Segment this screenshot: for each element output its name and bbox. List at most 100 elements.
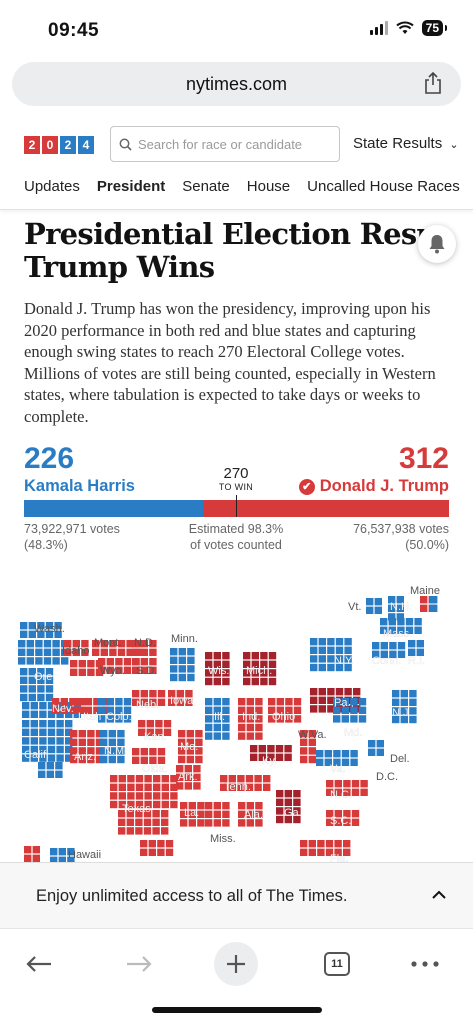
article-summary: Donald J. Trump has won the presidency, … xyxy=(24,299,436,426)
ev-tile-ohio xyxy=(268,715,276,723)
tab-uncalled-house-races[interactable]: Uncalled House Races xyxy=(307,178,460,195)
ev-tile-ohio xyxy=(268,698,276,706)
ev-tile-texas xyxy=(135,792,144,800)
ev-tile-kan xyxy=(155,728,163,736)
new-tab-button[interactable] xyxy=(214,942,258,986)
ev-tile-ak xyxy=(32,854,40,862)
ev-tile-ny xyxy=(327,663,335,672)
chevron-down-icon: ⌄ xyxy=(449,139,459,151)
ev-tile-nev-n xyxy=(20,693,28,702)
ev-tile-wva xyxy=(300,755,308,764)
electoral-tile-map[interactable]: Maine Vt. N.H. Wash. Minn. Mont. N.D. Mass. Idah… xyxy=(0,580,473,865)
ev-tile-texas xyxy=(144,783,152,791)
race-search-box[interactable] xyxy=(110,126,340,162)
ev-tile-nc xyxy=(334,780,342,788)
ev-tile-miss xyxy=(222,802,230,810)
ev-tile-conn xyxy=(389,650,397,658)
ev-tile-pa xyxy=(318,705,326,713)
ev-tile-ny xyxy=(344,638,352,646)
address-bar[interactable]: nytimes.com xyxy=(12,62,461,106)
tab-senate[interactable]: Senate xyxy=(182,178,230,195)
ev-tile-nj xyxy=(400,690,408,698)
ev-tile-mo xyxy=(178,738,186,746)
ev-tile-ny xyxy=(318,646,326,654)
ev-tile-idaho xyxy=(72,640,80,648)
ev-tile-mass xyxy=(397,618,405,626)
ev-tile-idaho xyxy=(64,640,72,648)
ev-tile-ak xyxy=(24,854,32,862)
ev-tile-fla xyxy=(300,848,308,856)
share-icon[interactable] xyxy=(423,72,443,94)
ev-tile-okla xyxy=(132,748,140,756)
ev-tile-sc xyxy=(334,810,342,818)
ev-tile-nd xyxy=(149,648,157,656)
ev-tile-nev xyxy=(69,698,77,706)
ev-tile-texas xyxy=(153,783,161,791)
ev-tile-ind xyxy=(246,698,254,706)
ev-tile-ohio xyxy=(293,706,302,714)
map-label: Calif. xyxy=(24,749,49,761)
election-2024-logo[interactable]: 2 0 2 4 xyxy=(24,136,94,154)
nyt-election-header: 2 0 2 4 State Results ⌄ Updates Presiden… xyxy=(0,118,473,210)
tab-house[interactable]: House xyxy=(246,178,291,195)
ev-tile-nc xyxy=(343,780,351,788)
race-search-input[interactable] xyxy=(138,136,328,152)
ev-tile-mont xyxy=(109,640,117,648)
ev-tile-wyo xyxy=(106,658,114,666)
ev-tile-nd xyxy=(140,640,148,648)
chevron-up-icon[interactable] xyxy=(431,887,447,903)
ev-tile-ala xyxy=(238,819,246,827)
ev-tile-mo xyxy=(195,747,203,755)
ev-tile-nc xyxy=(343,788,351,796)
ev-tile-calif-n xyxy=(39,710,47,718)
ev-tile-tenn xyxy=(228,783,236,791)
ev-tile-wis xyxy=(205,660,213,668)
ev-tile-colo xyxy=(98,715,106,723)
ev-tile-texas xyxy=(170,783,178,791)
ev-tile-ga xyxy=(284,798,292,806)
ev-tile-ark xyxy=(176,765,184,773)
ev-tile-mich xyxy=(251,660,259,668)
ev-tile-ark xyxy=(176,773,184,781)
map-label: R.I. xyxy=(408,655,425,667)
ev-tile-ala xyxy=(246,819,254,827)
majority-line xyxy=(236,495,237,517)
back-button[interactable] xyxy=(22,943,56,985)
ev-tile-hawaii xyxy=(50,848,58,856)
map-label: Pa. xyxy=(334,697,351,709)
url-text[interactable]: nytimes.com xyxy=(185,74,288,94)
ev-tile-ga xyxy=(293,790,301,798)
ev-tile-minn xyxy=(187,648,195,656)
ev-tile-wis xyxy=(213,652,221,660)
state-results-dropdown[interactable]: State Results ⌄ xyxy=(353,135,459,152)
forward-button[interactable] xyxy=(122,943,156,985)
ev-tile-idaho-s xyxy=(87,660,95,668)
ev-tile-ky xyxy=(267,745,275,753)
map-label: S.D. xyxy=(136,665,157,677)
ev-tile-md xyxy=(350,706,358,714)
ev-tile-nm xyxy=(100,747,108,755)
subscribe-banner[interactable]: Enjoy unlimited access to all of The Tim… xyxy=(0,862,473,928)
ev-tile-ind xyxy=(238,715,246,723)
more-menu-button[interactable] xyxy=(410,943,440,985)
ev-tile-ark xyxy=(193,765,201,773)
ev-tile-texas-s xyxy=(161,827,169,835)
ev-tile-calif-n xyxy=(73,702,81,710)
ev-tile-ind xyxy=(246,706,254,714)
ev-tile-calif-n xyxy=(56,710,64,718)
ev-tile-mich xyxy=(268,660,277,668)
ev-tile-minn xyxy=(170,656,178,664)
tab-president[interactable]: President xyxy=(96,178,166,195)
ev-tile-mich xyxy=(243,660,251,668)
tab-updates[interactable]: Updates xyxy=(24,178,80,195)
ev-tile-wva xyxy=(308,730,316,738)
ev-tile-nev-n xyxy=(20,685,28,693)
ev-tile-nd xyxy=(140,648,148,656)
notification-bell-button[interactable] xyxy=(418,225,456,263)
ev-tile-mich xyxy=(243,669,251,677)
ev-tile-wyo xyxy=(98,658,106,666)
tabs-button[interactable]: 11 xyxy=(322,943,352,985)
ev-tile-ore xyxy=(18,648,26,656)
ev-tile-ind xyxy=(246,732,254,740)
ev-tile-ga xyxy=(276,798,284,806)
